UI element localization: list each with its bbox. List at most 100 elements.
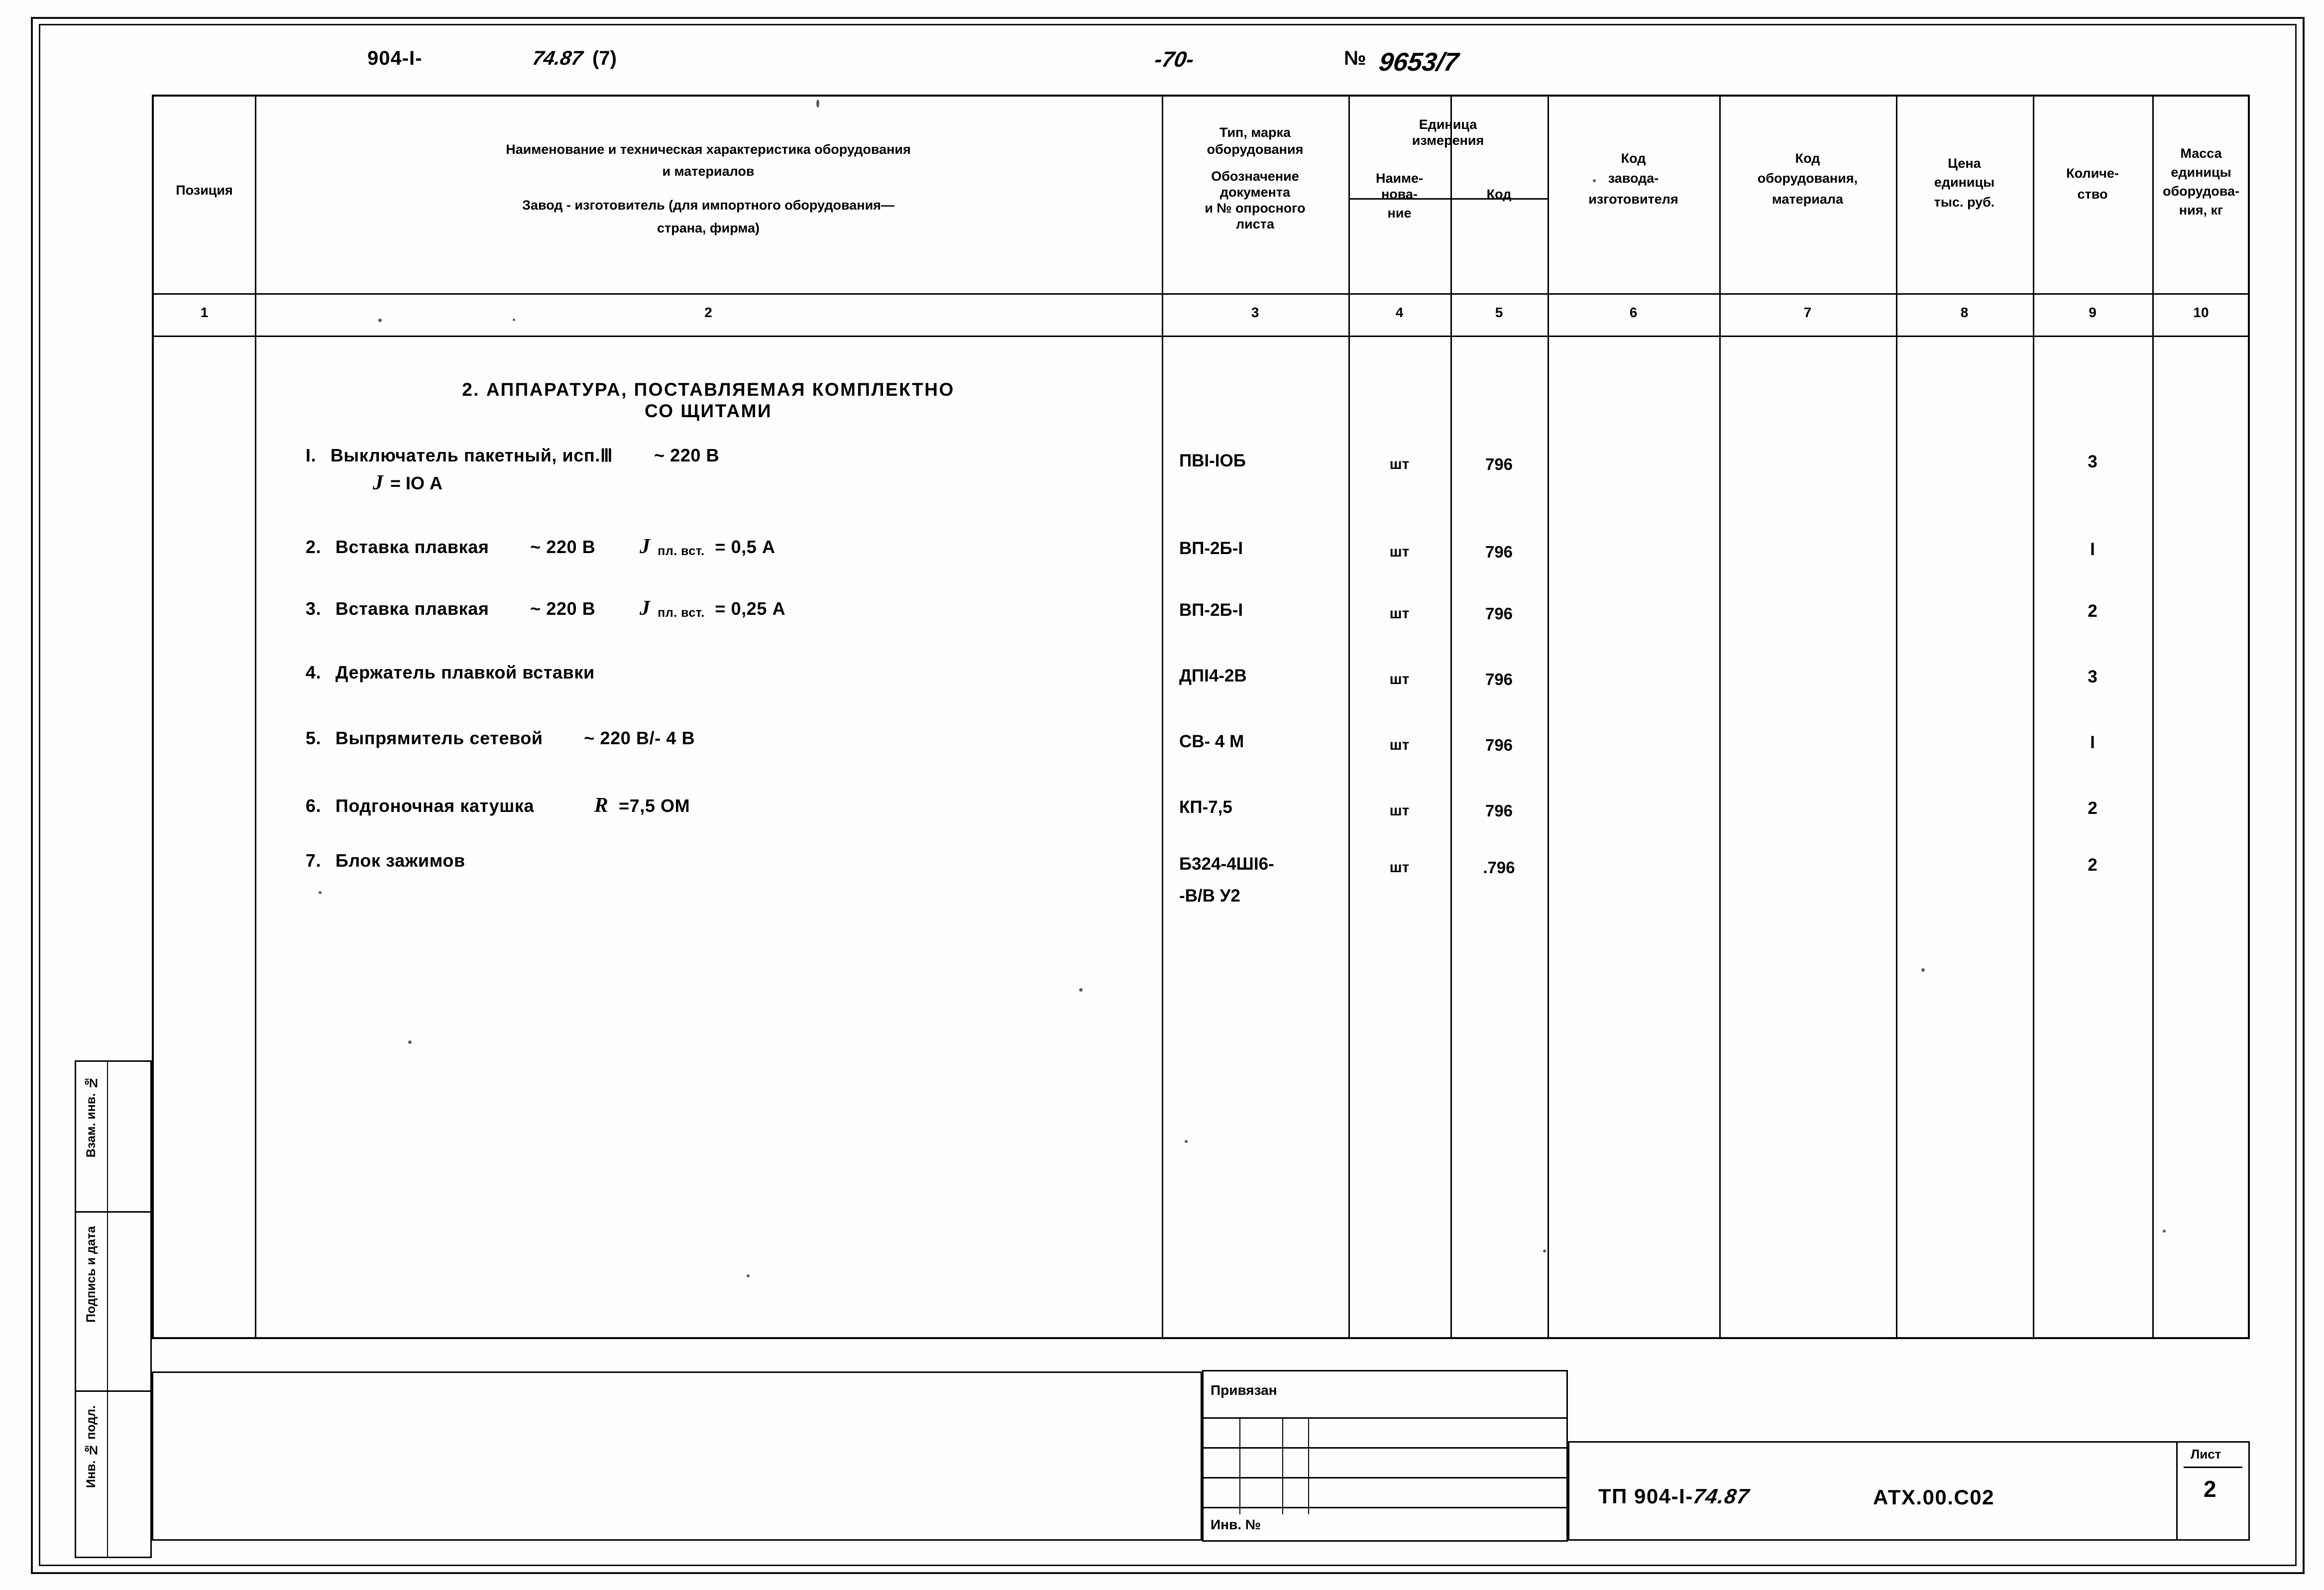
row-formula-value: = 0,25 А xyxy=(715,598,786,619)
column-number-10: 10 xyxy=(2193,305,2209,320)
row-formula: J = IО А xyxy=(373,471,443,495)
header-price-line3: тыс. руб. xyxy=(1934,195,1995,210)
current-symbol-icon: J xyxy=(640,597,651,620)
column-number-5: 5 xyxy=(1495,305,1503,320)
column-number-2: 2 xyxy=(704,305,712,320)
header-type-line2: оборудования xyxy=(1207,142,1304,157)
row-formula-value: = 0,5 А xyxy=(715,537,775,557)
header-factory-code-line1: Код xyxy=(1621,151,1646,166)
header-unit-name-line1: Наиме- xyxy=(1375,171,1424,186)
row-unit-code: .796 xyxy=(1483,858,1515,877)
row-number: 7. xyxy=(306,850,322,871)
row-type: Б324-4ШI6- xyxy=(1179,854,1274,874)
header-quantity-line2: ство xyxy=(2077,187,2108,202)
header-factory-code-line3: изготовителя xyxy=(1588,192,1678,207)
header-quantity-line1: Количе- xyxy=(2066,166,2119,181)
row-unit: шт xyxy=(1389,737,1410,753)
header-revision: 74.87 xyxy=(531,47,584,82)
row-number: 6. xyxy=(306,795,322,816)
header-bottom-divider xyxy=(154,293,2248,295)
stamp-segment-2 xyxy=(76,1211,150,1392)
row-unit-code: 796 xyxy=(1485,801,1513,820)
column-number-1: 1 xyxy=(200,305,209,320)
section-title-line2: СО ЩИТАМИ xyxy=(644,401,773,421)
header-type-line4: документа xyxy=(1219,185,1291,200)
header-type-line5: и № опросного xyxy=(1205,201,1306,216)
row-unit-code: 796 xyxy=(1485,670,1513,688)
column-number-7: 7 xyxy=(1803,305,1812,320)
row-unit-code: 796 xyxy=(1485,455,1513,473)
document-mark: АТХ.00.С02 xyxy=(1873,1485,1995,1509)
header-name-line4: страна, фирма) xyxy=(657,221,760,235)
table-row: 2. Вставка плавкая ~ 220 В J пл. вст. = … xyxy=(306,535,775,559)
row-description: Подгоночная катушка xyxy=(335,795,535,816)
row-quantity: 3 xyxy=(2088,667,2098,686)
header-unit-code: Код xyxy=(1486,187,1512,202)
header-price-line2: единицы xyxy=(1934,175,1995,190)
stamp-inner-divider xyxy=(107,1062,108,1557)
linked-label: Привязан xyxy=(1211,1382,1277,1398)
stamp-label-signature-date: Подпись и дата xyxy=(84,1226,98,1323)
row-unit-code: 796 xyxy=(1485,604,1513,623)
scan-speck xyxy=(747,1274,750,1277)
header-variant: (7) xyxy=(592,47,617,69)
row-quantity: 2 xyxy=(2088,855,2098,875)
row-type: ПВI-IОБ xyxy=(1179,451,1246,470)
header-unit-name-line2: нова- xyxy=(1381,187,1418,202)
header-equip-code-line2: оборудования, xyxy=(1757,171,1858,186)
header-type-line1: Тип, марка xyxy=(1219,125,1291,140)
header-equip-code-line1: Код xyxy=(1795,151,1820,166)
stamp-label-replacing-inv-no: Взам. инв. № xyxy=(84,1076,98,1158)
column-number-4: 4 xyxy=(1395,305,1404,320)
column-number-3: 3 xyxy=(1251,305,1259,320)
scan-speck xyxy=(408,1040,412,1044)
row-spec: ~ 220 В xyxy=(530,537,596,557)
header-document-code: 904-I- xyxy=(367,47,423,69)
row-description: Блок зажимов xyxy=(335,850,465,871)
row-quantity: I xyxy=(2090,733,2095,752)
row-unit: шт xyxy=(1389,456,1410,472)
scan-speck xyxy=(513,319,515,321)
row-unit: шт xyxy=(1389,544,1410,560)
unit-group-divider xyxy=(1348,198,1548,200)
sheet-number: 2 xyxy=(2204,1476,2216,1502)
row-quantity: 2 xyxy=(2088,798,2098,818)
document-number-prefix: ТП 904-I- xyxy=(1598,1484,1693,1508)
row-type: ВП-2Б-I xyxy=(1179,539,1243,558)
col-divider-6 xyxy=(1719,97,1721,1337)
stamp-label-inv-no-orig: Инв. № подл. xyxy=(84,1405,98,1488)
header-name-line2: и материалов xyxy=(662,164,755,179)
header-mass-line1: Масса xyxy=(2180,146,2222,161)
document-number-revision: 74.87 xyxy=(1691,1484,1752,1508)
sheet-label: Лист xyxy=(2191,1447,2221,1462)
row-formula-subscript: пл. вст. xyxy=(658,544,705,558)
header-type-line6: листа xyxy=(1235,217,1274,231)
col-divider-7 xyxy=(1896,97,1897,1337)
resistance-symbol-icon: R xyxy=(594,794,609,817)
left-stamp-column: Взам. инв. № Подпись и дата Инв. № подл. xyxy=(75,1060,152,1558)
row-quantity: 3 xyxy=(2088,452,2098,471)
scan-speck xyxy=(1543,1249,1546,1252)
row-unit: шт xyxy=(1389,859,1410,876)
col-divider-1 xyxy=(255,97,256,1337)
colnum-bottom-divider xyxy=(154,336,2248,337)
revision-grid-vline-2 xyxy=(1282,1417,1283,1514)
row-number: 3. xyxy=(306,598,322,619)
column-number-6: 6 xyxy=(1629,305,1638,320)
title-block-left-panel xyxy=(152,1371,1202,1541)
revision-grid-vline-1 xyxy=(1239,1417,1240,1514)
row-formula-value: = IО А xyxy=(390,473,443,493)
scan-speck xyxy=(378,319,382,322)
inner-frame xyxy=(39,24,2297,1566)
row-type: СВ- 4 М xyxy=(1179,732,1244,751)
row-type: КП-7,5 xyxy=(1179,797,1232,817)
header-type-line3: Обозначение xyxy=(1211,169,1299,184)
scan-speck xyxy=(1079,988,1083,992)
table-row: 7. Блок зажимов xyxy=(306,850,465,871)
scan-speck xyxy=(816,100,819,108)
row-spec: ~ 220 В xyxy=(530,598,596,619)
outer-frame xyxy=(31,17,2305,1574)
header-factory-code-line2: завода- xyxy=(1608,171,1659,186)
row-unit-code: 796 xyxy=(1485,736,1513,754)
header-page-number: -70- xyxy=(1153,47,1196,82)
